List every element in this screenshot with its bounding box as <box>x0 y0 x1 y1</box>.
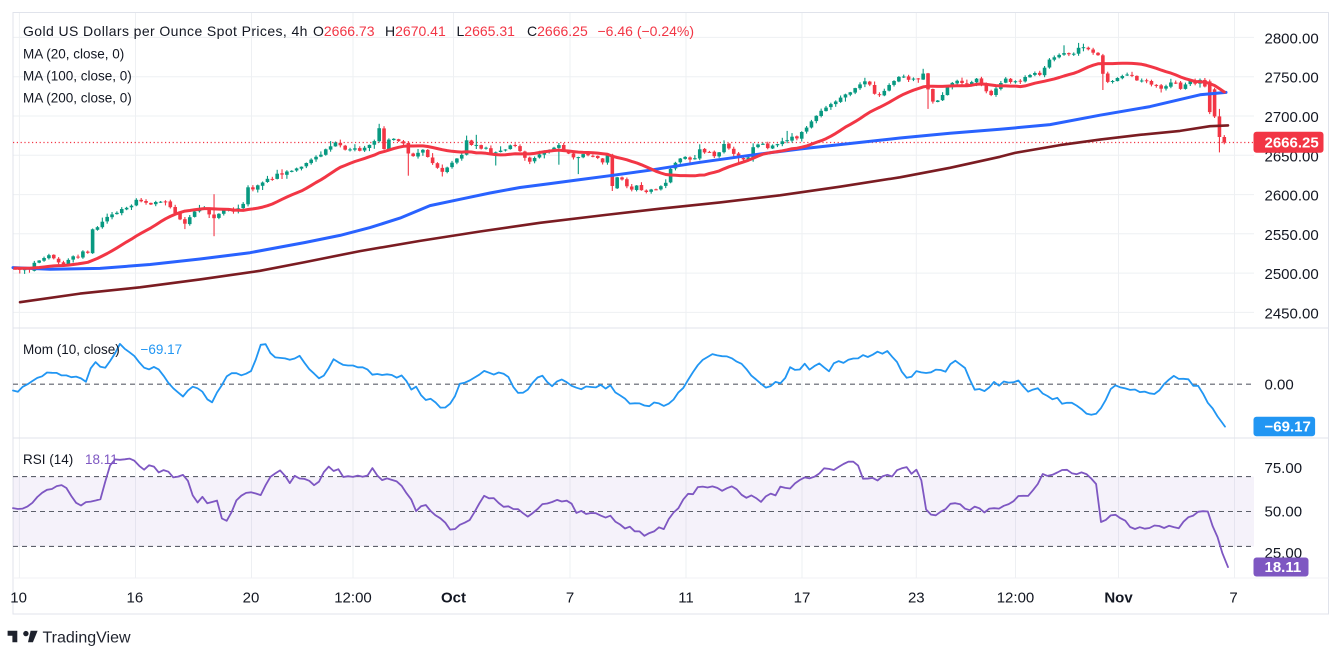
svg-text:O2666.73: O2666.73 <box>313 23 375 39</box>
svg-text:75.00: 75.00 <box>1265 460 1303 477</box>
svg-text:10: 10 <box>10 590 27 607</box>
svg-text:MA (100, close, 0): MA (100, close, 0) <box>23 69 132 84</box>
svg-text:16: 16 <box>127 590 144 607</box>
svg-text:MA (20, close, 0): MA (20, close, 0) <box>23 47 124 62</box>
svg-text:MA (200, close, 0): MA (200, close, 0) <box>23 90 132 105</box>
svg-text:2450.00: 2450.00 <box>1265 305 1319 322</box>
svg-text:Oct: Oct <box>441 590 466 607</box>
svg-text:Nov: Nov <box>1104 590 1133 607</box>
svg-text:20: 20 <box>243 590 260 607</box>
svg-text:2750.00: 2750.00 <box>1265 70 1319 87</box>
svg-text:2800.00: 2800.00 <box>1265 30 1319 47</box>
svg-text:23: 23 <box>908 590 925 607</box>
svg-text:18.11: 18.11 <box>85 452 118 467</box>
svg-text:L2665.31: L2665.31 <box>457 23 516 39</box>
svg-text:−69.17: −69.17 <box>1265 419 1311 436</box>
svg-text:2600.00: 2600.00 <box>1265 188 1319 205</box>
svg-text:11: 11 <box>678 590 694 607</box>
svg-text:2500.00: 2500.00 <box>1265 266 1319 283</box>
svg-text:C2666.25: C2666.25 <box>527 23 588 39</box>
svg-text:12:00: 12:00 <box>334 590 372 607</box>
svg-text:17: 17 <box>794 590 811 607</box>
svg-text:RSI (14): RSI (14) <box>23 452 73 467</box>
svg-text:−6.46 (−0.24%): −6.46 (−0.24%) <box>598 23 695 39</box>
svg-text:2666.25: 2666.25 <box>1265 135 1319 152</box>
svg-text:2550.00: 2550.00 <box>1265 227 1319 244</box>
svg-text:H2670.41: H2670.41 <box>385 23 446 39</box>
svg-text:Mom (10, close): Mom (10, close) <box>23 342 120 357</box>
svg-text:TradingView: TradingView <box>43 630 131 647</box>
svg-text:7: 7 <box>566 590 574 607</box>
svg-text:12:00: 12:00 <box>997 590 1035 607</box>
svg-text:0.00: 0.00 <box>1265 376 1294 393</box>
svg-text:2700.00: 2700.00 <box>1265 109 1319 126</box>
svg-text:18.11: 18.11 <box>1265 559 1302 576</box>
svg-text:−69.17: −69.17 <box>141 342 183 357</box>
svg-text:7: 7 <box>1229 590 1237 607</box>
svg-text:Gold US Dollars per Ounce Spot: Gold US Dollars per Ounce Spot Prices, 4… <box>23 23 308 39</box>
svg-text:50.00: 50.00 <box>1265 504 1303 521</box>
